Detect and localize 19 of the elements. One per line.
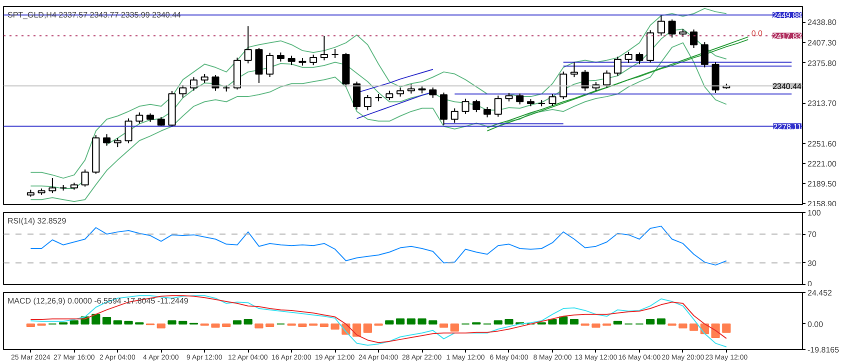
y-tick-label: 2438.80: [808, 18, 837, 28]
ref-line-label: 2340.44: [772, 82, 802, 91]
ref-line-label: 2417.83: [772, 32, 802, 41]
ref-line-label: 2449.88: [772, 11, 802, 20]
y-tick-label: 2375.80: [808, 58, 837, 68]
y-tick-label: 2313.70: [808, 99, 837, 108]
ref-line-label: 2278.11: [773, 122, 802, 132]
y-tick-label: 70: [808, 230, 817, 240]
y-tick-label: 30: [808, 258, 817, 268]
y-tick-label: 2407.30: [808, 38, 837, 48]
y-tick-label: 2189.50: [808, 180, 837, 189]
y-tick-label: 2221.00: [808, 159, 837, 168]
annotation: 0.0: [751, 28, 764, 38]
y-tick-label: 24.452: [808, 288, 833, 298]
y-tick-label: 100: [808, 208, 822, 218]
text: RSI(14) 32.8529: [8, 216, 67, 226]
y-tick-label: -19.8165: [808, 346, 840, 354]
y-tick-label: 2251.60: [808, 139, 837, 148]
y-tick-label: 0.00: [808, 320, 824, 329]
